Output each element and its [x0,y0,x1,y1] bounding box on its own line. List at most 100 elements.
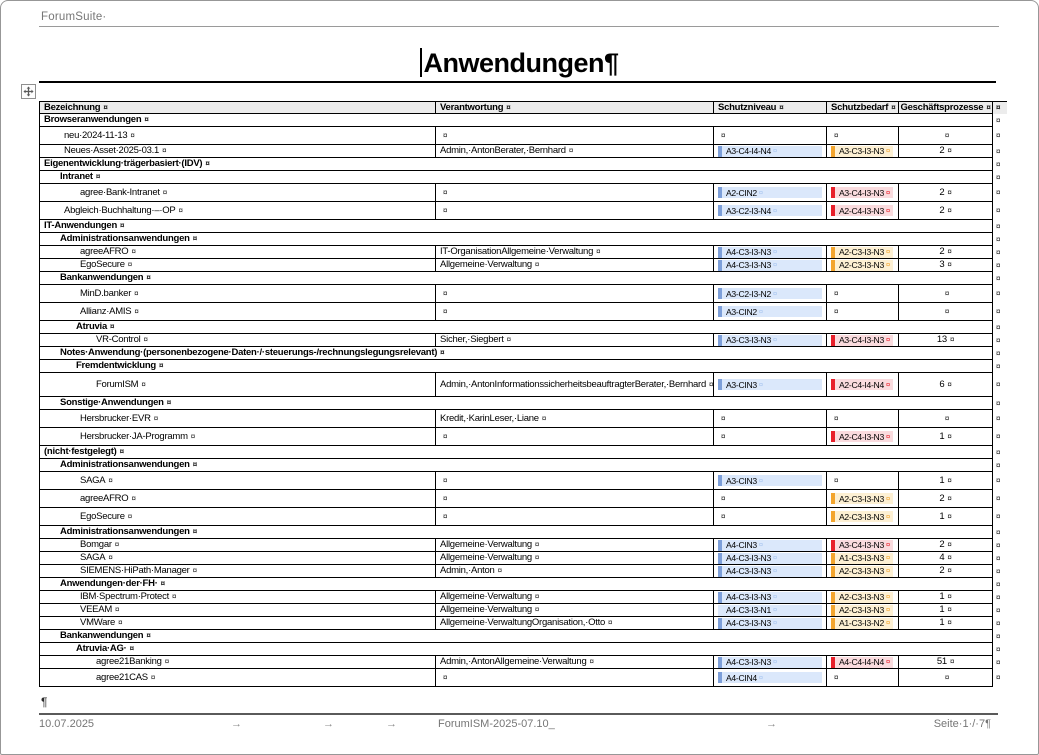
cell-schutzbedarf[interactable]: A3-C3-I3-N3 ¤ [827,145,899,158]
cell-schutzniveau[interactable]: ¤ [714,127,827,145]
schutzbedarf-badge[interactable]: A2-C3-I3-N3 ¤ [831,511,893,522]
schutzniveau-badge[interactable]: A3-CIN2 ¤ [718,306,822,317]
cell-schutzniveau[interactable]: A3-C3-I3-N3 ¤ [714,334,827,347]
cell-schutzbedarf[interactable]: A2-C3-I3-N3 ¤ [827,246,899,259]
schutzniveau-badge[interactable]: A4-C3-I3-N3 ¤ [718,656,822,668]
schutzbedarf-badge[interactable]: A2-C3-I3-N3 ¤ [831,604,893,616]
schutzbedarf-badge[interactable]: A2-C4-I3-N3 ¤ [831,431,893,442]
cell-geschaeftsprozesse[interactable]: 51 ¤ [899,656,993,669]
cell-schutzniveau[interactable]: A4-C3-I3-N3 ¤ [714,656,827,669]
cell-verantwortung[interactable]: Admin,·AntonInformationssicherheitsbeauf… [436,373,714,397]
schutzbedarf-badge[interactable]: A2-C4-I4-N4 ¤ [831,379,893,390]
schutzniveau-badge[interactable]: A4-CIN3 ¤ [718,539,822,551]
column-header-verantwortung[interactable]: Verantwortung ¤ [436,101,714,114]
cell-bezeichnung[interactable]: agree21CAS ¤ [39,669,436,687]
cell-bezeichnung[interactable]: Bomgar ¤ [39,539,436,552]
cell-schutzbedarf[interactable]: A2-C3-I3-N3 ¤ [827,259,899,272]
cell-verantwortung[interactable]: Allgemeine·Verwaltung ¤ [436,539,714,552]
cell-geschaeftsprozesse[interactable]: 1 ¤ [899,604,993,617]
cell-geschaeftsprozesse[interactable]: 1 ¤ [899,617,993,630]
cell-schutzniveau[interactable]: A2-CIN2 ¤ [714,184,827,202]
cell-schutzbedarf[interactable]: A3-C4-I3-N3 ¤ [827,539,899,552]
column-header-bezeichnung[interactable]: Bezeichnung ¤ [39,101,436,114]
schutzbedarf-badge[interactable]: A1-C3-I3-N3 ¤ [831,552,893,564]
cell-bezeichnung[interactable]: agreeAFRO ¤ [39,246,436,259]
schutzniveau-badge[interactable]: A4-C3-I3-N3 ¤ [718,552,822,564]
cell-verantwortung[interactable]: ¤ [436,127,714,145]
cell-schutzbedarf[interactable]: A2-C3-I3-N3 ¤ [827,565,899,578]
cell-schutzniveau[interactable]: A3-C4-I4-N4 ¤ [714,145,827,158]
cell-bezeichnung[interactable]: EgoSecure ¤ [39,259,436,272]
group-name-cell[interactable]: Administrationsanwendungen ¤ [39,233,993,246]
cell-geschaeftsprozesse[interactable]: 13 ¤ [899,334,993,347]
cell-bezeichnung[interactable]: SAGA ¤ [39,472,436,490]
cell-bezeichnung[interactable]: EgoSecure ¤ [39,508,436,526]
cell-schutzniveau[interactable]: ¤ [714,508,827,526]
cell-geschaeftsprozesse[interactable]: ¤ [899,669,993,687]
cell-schutzbedarf[interactable]: A1-C3-I3-N2 ¤ [827,617,899,630]
cell-schutzniveau[interactable]: A3-C2-I3-N4 ¤ [714,202,827,220]
group-name-cell[interactable]: IT-Anwendungen ¤ [39,220,993,233]
cell-schutzniveau[interactable]: A3-C2-I3-N2 ¤ [714,285,827,303]
cell-geschaeftsprozesse[interactable]: 1 ¤ [899,508,993,526]
cell-geschaeftsprozesse[interactable]: 2 ¤ [899,202,993,220]
cell-verantwortung[interactable]: ¤ [436,669,714,687]
column-header-geschaeftsprozesse[interactable]: Geschäftsprozesse ¤ [899,101,993,114]
schutzniveau-badge[interactable]: A3-C3-I3-N3 ¤ [718,334,822,346]
cell-schutzbedarf[interactable]: A2-C3-I3-N3 ¤ [827,604,899,617]
page-title-block[interactable]: Anwendungen¶ [1,48,1038,79]
cell-verantwortung[interactable]: ¤ [436,508,714,526]
cell-schutzniveau[interactable]: A4-C3-I3-N3 ¤ [714,552,827,565]
cell-bezeichnung[interactable]: agree21Banking ¤ [39,656,436,669]
cell-geschaeftsprozesse[interactable]: 4 ¤ [899,552,993,565]
cell-verantwortung[interactable]: Admin,·AntonAllgemeine·Verwaltung ¤ [436,656,714,669]
table-move-handle[interactable] [21,84,36,99]
cell-schutzbedarf[interactable]: A2-C3-I3-N3 ¤ [827,490,899,508]
cell-bezeichnung[interactable]: VEEAM ¤ [39,604,436,617]
cell-bezeichnung[interactable]: Neues·Asset·2025-03.1 ¤ [39,145,436,158]
cell-schutzniveau[interactable]: A3-CIN3 ¤ [714,472,827,490]
doc-table[interactable]: Bezeichnung ¤ Verantwortung ¤ Schutzniveau ¤ S… [39,101,1007,687]
schutzniveau-badge[interactable]: A4-C3-I3-N3 ¤ [718,591,822,603]
cell-bezeichnung[interactable]: Abgleich·Buchhaltung·–·OP ¤ [39,202,436,220]
cell-geschaeftsprozesse[interactable]: 2 ¤ [899,490,993,508]
cell-verantwortung[interactable]: Admin,·AntonBerater,·Bernhard ¤ [436,145,714,158]
schutzbedarf-badge[interactable]: A3-C4-I3-N3 ¤ [831,539,893,551]
cell-schutzniveau[interactable]: ¤ [714,410,827,428]
cell-schutzbedarf[interactable]: A2-C3-I3-N3 ¤ [827,508,899,526]
cell-geschaeftsprozesse[interactable]: 6 ¤ [899,373,993,397]
cell-verantwortung[interactable]: Allgemeine·Verwaltung ¤ [436,552,714,565]
cell-bezeichnung[interactable]: Allianz·AMIS ¤ [39,303,436,321]
schutzbedarf-badge[interactable]: A2-C3-I3-N3 ¤ [831,565,893,577]
group-name-cell[interactable]: Administrationsanwendungen ¤ [39,526,993,539]
cell-geschaeftsprozesse[interactable]: 1 ¤ [899,591,993,604]
group-name-cell[interactable]: Bankanwendungen ¤ [39,630,993,643]
cell-bezeichnung[interactable]: agreeAFRO ¤ [39,490,436,508]
schutzbedarf-badge[interactable]: A1-C3-I3-N2 ¤ [831,617,893,629]
cell-geschaeftsprozesse[interactable]: 2 ¤ [899,184,993,202]
cell-verantwortung[interactable]: ¤ [436,202,714,220]
cell-verantwortung[interactable]: Allgemeine·Verwaltung ¤ [436,259,714,272]
cell-verantwortung[interactable]: ¤ [436,490,714,508]
cell-geschaeftsprozesse[interactable]: 3 ¤ [899,259,993,272]
schutzbedarf-badge[interactable]: A3-C3-I3-N3 ¤ [831,145,893,157]
cell-schutzbedarf[interactable]: ¤ [827,303,899,321]
cell-geschaeftsprozesse[interactable]: ¤ [899,303,993,321]
schutzniveau-badge[interactable]: A4-C3-I3-N3 ¤ [718,259,822,271]
cell-schutzbedarf[interactable]: ¤ [827,127,899,145]
cell-schutzniveau[interactable]: A3-CIN2 ¤ [714,303,827,321]
cell-bezeichnung[interactable]: MinD.banker ¤ [39,285,436,303]
schutzniveau-badge[interactable]: A3-C2-I3-N2 ¤ [718,288,822,299]
schutzniveau-badge[interactable]: A3-CIN3 ¤ [718,475,822,486]
column-header-schutzbedarf[interactable]: Schutzbedarf ¤ [827,101,899,114]
cell-schutzbedarf[interactable]: ¤ [827,285,899,303]
page-title[interactable]: Anwendungen [423,48,604,78]
cell-schutzniveau[interactable]: A4-C3-I3-N1 ¤ [714,604,827,617]
schutzniveau-badge[interactable]: A3-C2-I3-N4 ¤ [718,205,822,216]
schutzniveau-badge[interactable]: A3-CIN3 ¤ [718,379,822,390]
cell-bezeichnung[interactable]: IBM·Spectrum·Protect ¤ [39,591,436,604]
cell-schutzbedarf[interactable]: A1-C3-I3-N3 ¤ [827,552,899,565]
schutzbedarf-badge[interactable]: A2-C4-I3-N3 ¤ [831,205,893,216]
cell-verantwortung[interactable]: Kredit,·KarinLeser,·Liane ¤ [436,410,714,428]
cell-schutzniveau[interactable]: A4-C3-I3-N3 ¤ [714,591,827,604]
